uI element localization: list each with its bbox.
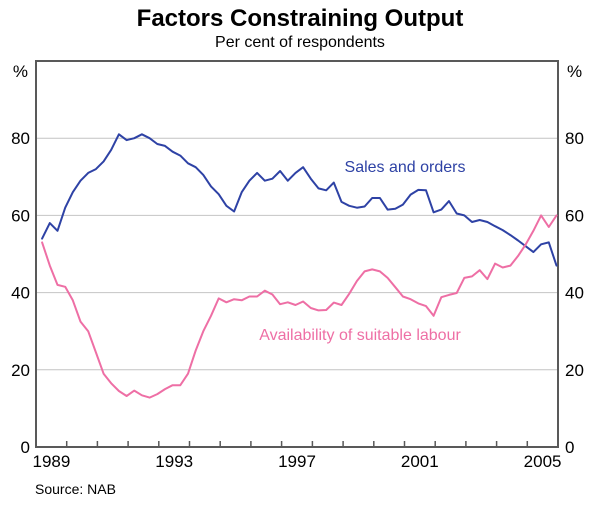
y-tick-label-right: 60: [565, 206, 584, 225]
y-tick-label-left: 40: [11, 284, 30, 303]
y-tick-label-left: 80: [11, 129, 30, 148]
series-label-sales-and-orders: Sales and orders: [344, 159, 466, 176]
x-tick-label: 1997: [278, 452, 316, 471]
series-line-0: [41, 133, 558, 267]
series-line-1: [41, 214, 558, 399]
x-tick-label: 1993: [155, 452, 193, 471]
y-tick-label-right: 20: [565, 361, 584, 380]
x-tick-label: 2001: [401, 452, 439, 471]
series-label-availability-of-suitable-labour: Availability of suitable labour: [259, 327, 461, 344]
y-tick-label-right: 80: [565, 129, 584, 148]
chart-subtitle: Per cent of respondents: [215, 34, 385, 51]
unit-label-left: %: [13, 62, 28, 81]
chart-title: Factors Constraining Output: [136, 5, 464, 32]
y-tick-label-right: 0: [565, 438, 574, 457]
plot-frame: [35, 60, 559, 448]
y-tick-label-left: 60: [11, 206, 30, 225]
y-tick-label-right: 40: [565, 284, 584, 303]
unit-label-right: %: [567, 62, 582, 81]
x-tick-label: 2005: [524, 452, 562, 471]
x-tick-label: 1989: [32, 452, 70, 471]
y-tick-label-left: 20: [11, 361, 30, 380]
y-tick-label-left: 0: [21, 438, 30, 457]
source-note: Source: NAB: [35, 481, 116, 497]
